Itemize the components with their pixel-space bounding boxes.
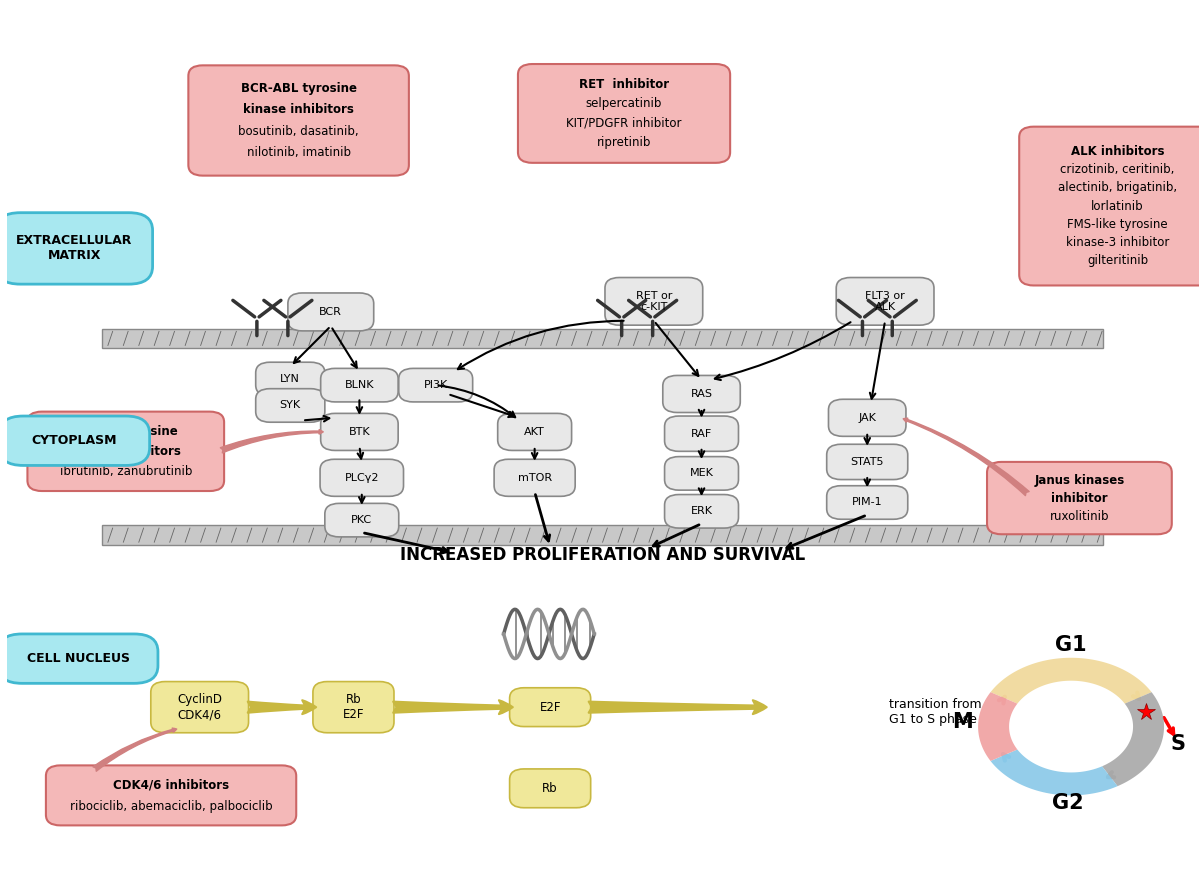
Text: AKT: AKT bbox=[524, 427, 545, 437]
Text: STAT5: STAT5 bbox=[851, 457, 884, 467]
Text: kinase inhibitors: kinase inhibitors bbox=[244, 104, 354, 116]
Text: Janus kinases: Janus kinases bbox=[1034, 473, 1124, 487]
Text: SYK: SYK bbox=[280, 400, 301, 411]
FancyBboxPatch shape bbox=[46, 766, 296, 826]
Polygon shape bbox=[990, 750, 1117, 796]
Text: RAS: RAS bbox=[690, 389, 713, 399]
FancyBboxPatch shape bbox=[151, 681, 248, 733]
FancyBboxPatch shape bbox=[1019, 127, 1200, 286]
Text: bosutinib, dasatinib,: bosutinib, dasatinib, bbox=[239, 125, 359, 138]
Text: MEK: MEK bbox=[690, 468, 714, 479]
Text: ALK inhibitors: ALK inhibitors bbox=[1070, 145, 1164, 158]
Text: alectinib, brigatinib,: alectinib, brigatinib, bbox=[1058, 181, 1177, 195]
FancyBboxPatch shape bbox=[510, 688, 590, 727]
Text: FLT3 or
ALK: FLT3 or ALK bbox=[865, 290, 905, 312]
Text: FMS-like tyrosine: FMS-like tyrosine bbox=[1067, 218, 1168, 231]
Text: Rb: Rb bbox=[542, 781, 558, 795]
Polygon shape bbox=[1102, 692, 1164, 786]
FancyBboxPatch shape bbox=[665, 495, 738, 528]
Text: CDK4/6 inhibitors: CDK4/6 inhibitors bbox=[113, 778, 229, 791]
FancyBboxPatch shape bbox=[320, 413, 398, 450]
Text: transition from
G1 to S phase: transition from G1 to S phase bbox=[889, 697, 982, 726]
Text: selpercatinib: selpercatinib bbox=[586, 97, 662, 111]
Text: kinase inhibitors: kinase inhibitors bbox=[71, 445, 181, 458]
Bar bbox=[102, 526, 1103, 545]
Text: ruxolitinib: ruxolitinib bbox=[1050, 510, 1109, 522]
Text: Bruton tyrosine: Bruton tyrosine bbox=[74, 425, 178, 438]
Text: PKC: PKC bbox=[352, 515, 372, 525]
FancyBboxPatch shape bbox=[827, 444, 907, 480]
Text: CyclinD
CDK4/6: CyclinD CDK4/6 bbox=[178, 693, 222, 721]
Text: ibrutinib, zanubrutinib: ibrutinib, zanubrutinib bbox=[60, 465, 192, 478]
Text: RET  inhibitor: RET inhibitor bbox=[578, 78, 670, 91]
FancyBboxPatch shape bbox=[0, 212, 152, 284]
Text: RAF: RAF bbox=[691, 428, 712, 439]
FancyBboxPatch shape bbox=[662, 375, 740, 412]
Text: INCREASED PROLIFERATION AND SURVIVAL: INCREASED PROLIFERATION AND SURVIVAL bbox=[400, 546, 805, 565]
Text: LYN: LYN bbox=[281, 374, 300, 384]
Text: M: M bbox=[953, 712, 973, 732]
FancyBboxPatch shape bbox=[28, 412, 224, 491]
FancyBboxPatch shape bbox=[988, 462, 1171, 535]
Polygon shape bbox=[990, 658, 1152, 704]
Text: BTK: BTK bbox=[348, 427, 371, 437]
Text: PLCγ2: PLCγ2 bbox=[344, 473, 379, 483]
Text: inhibitor: inhibitor bbox=[1051, 491, 1108, 504]
FancyBboxPatch shape bbox=[320, 368, 398, 402]
Text: CYTOPLASM: CYTOPLASM bbox=[31, 435, 118, 447]
Text: PIM-1: PIM-1 bbox=[852, 497, 882, 507]
FancyBboxPatch shape bbox=[313, 681, 394, 733]
FancyBboxPatch shape bbox=[510, 769, 590, 808]
Text: E2F: E2F bbox=[539, 701, 560, 713]
FancyBboxPatch shape bbox=[398, 368, 473, 402]
Text: RET or
c-KIT: RET or c-KIT bbox=[636, 290, 672, 312]
FancyBboxPatch shape bbox=[605, 278, 703, 325]
Text: kinase-3 inhibitor: kinase-3 inhibitor bbox=[1066, 236, 1169, 249]
Text: CELL NUCLEUS: CELL NUCLEUS bbox=[26, 652, 130, 666]
FancyBboxPatch shape bbox=[288, 293, 373, 331]
Text: EXTRACELLULAR
MATRIX: EXTRACELLULAR MATRIX bbox=[17, 235, 133, 263]
Text: G2: G2 bbox=[1051, 793, 1084, 813]
Text: JAK: JAK bbox=[858, 412, 876, 423]
Text: mTOR: mTOR bbox=[517, 473, 552, 483]
FancyBboxPatch shape bbox=[0, 634, 158, 683]
FancyBboxPatch shape bbox=[665, 457, 738, 490]
FancyBboxPatch shape bbox=[836, 278, 934, 325]
Text: PI3K: PI3K bbox=[424, 381, 448, 390]
Text: BCR: BCR bbox=[319, 307, 342, 317]
Bar bbox=[102, 328, 1103, 348]
FancyBboxPatch shape bbox=[665, 416, 738, 451]
FancyBboxPatch shape bbox=[256, 389, 325, 422]
FancyBboxPatch shape bbox=[518, 64, 730, 163]
FancyBboxPatch shape bbox=[828, 399, 906, 436]
FancyBboxPatch shape bbox=[498, 413, 571, 450]
FancyBboxPatch shape bbox=[827, 486, 907, 519]
Text: gilteritinib: gilteritinib bbox=[1087, 254, 1148, 267]
Text: G1: G1 bbox=[1055, 635, 1087, 655]
FancyBboxPatch shape bbox=[0, 416, 150, 466]
FancyBboxPatch shape bbox=[325, 504, 398, 537]
Text: KIT/PDGFR inhibitor: KIT/PDGFR inhibitor bbox=[566, 117, 682, 129]
Text: ERK: ERK bbox=[690, 506, 713, 516]
FancyBboxPatch shape bbox=[188, 65, 409, 175]
Text: S: S bbox=[1171, 735, 1186, 754]
Text: ripretinib: ripretinib bbox=[596, 135, 652, 149]
FancyBboxPatch shape bbox=[320, 459, 403, 496]
Text: crizotinib, ceritinib,: crizotinib, ceritinib, bbox=[1061, 163, 1175, 176]
Text: lorlatinib: lorlatinib bbox=[1091, 199, 1144, 212]
Text: nilotinib, imatinib: nilotinib, imatinib bbox=[247, 146, 350, 159]
FancyBboxPatch shape bbox=[494, 459, 575, 496]
Text: ribociclib, abemaciclib, palbociclib: ribociclib, abemaciclib, palbociclib bbox=[70, 800, 272, 812]
Text: BLNK: BLNK bbox=[344, 381, 374, 390]
FancyBboxPatch shape bbox=[256, 362, 325, 396]
Text: Rb
E2F: Rb E2F bbox=[343, 693, 365, 721]
Polygon shape bbox=[978, 692, 1018, 761]
Text: BCR-ABL tyrosine: BCR-ABL tyrosine bbox=[241, 81, 356, 95]
